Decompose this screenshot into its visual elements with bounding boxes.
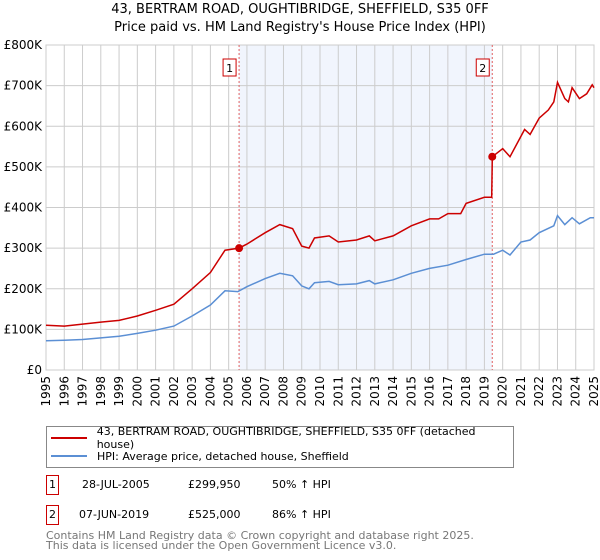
transaction-date: 07-JUN-2019: [79, 508, 150, 521]
x-tick-label: 2024: [569, 376, 583, 407]
transaction-hpi: 86% ↑ HPI: [272, 508, 331, 521]
x-tick-label: 2004: [203, 376, 217, 407]
x-tick-label: 2017: [441, 376, 455, 407]
legend-item-hpi: HPI: Average price, detached house, Shef…: [51, 448, 349, 464]
transaction-price: £525,000: [188, 508, 241, 521]
transaction-hpi: 50% ↑ HPI: [272, 478, 331, 491]
y-tick-label: £800K: [4, 38, 44, 52]
y-tick-label: £300K: [4, 241, 44, 255]
x-tick-label: 2020: [496, 376, 510, 407]
legend-label: HPI: Average price, detached house, Shef…: [97, 449, 349, 463]
chart-subtitle: Price paid vs. HM Land Registry's House …: [114, 20, 486, 35]
transaction-date: 28-JUL-2005: [82, 478, 150, 491]
x-tick-label: 1996: [57, 376, 71, 407]
x-tick-label: 2002: [167, 376, 181, 407]
footer-line: This data is licensed under the Open Gov…: [46, 539, 397, 552]
annotation-label: 2: [479, 62, 486, 75]
legend-label: 43, BERTRAM ROAD, OUGHTIBRIDGE, SHEFFIEL…: [96, 425, 476, 451]
x-tick-label: 2012: [350, 376, 364, 407]
hpi-line: [45, 214, 594, 342]
annotation-box: [222, 58, 237, 77]
x-tick-label: 2010: [313, 376, 327, 407]
x-tick-label: 2011: [331, 376, 345, 407]
x-tick-label: 2008: [276, 376, 290, 407]
y-tick-label: £200K: [4, 282, 44, 296]
x-tick-label: 2013: [368, 376, 382, 407]
x-tick-label: 2006: [240, 376, 254, 407]
x-tick-label: 2014: [386, 376, 400, 407]
y-tick-label: £0: [27, 363, 42, 377]
x-tick-label: 2003: [185, 376, 199, 407]
marker-badge: 2: [46, 505, 59, 525]
chart-title: 43, BERTRAM ROAD, OUGHTIBRIDGE, SHEFFIEL…: [111, 2, 489, 17]
legend-swatch-red: [51, 437, 87, 439]
x-tick-label: 2022: [532, 376, 546, 407]
annotation-box: [475, 58, 490, 77]
x-tick-label: 2016: [423, 376, 437, 407]
footer-line: Contains HM Land Registry data © Crown c…: [46, 529, 474, 542]
x-tick-label: 1999: [112, 376, 126, 407]
x-tick-label: 2025: [587, 376, 600, 407]
sale-point: [235, 244, 244, 253]
price-chart: 1995 1996 1997 1998 1999 2000 2001 2002 2003 2004…: [4, 38, 600, 407]
y-tick-label: £400K: [4, 201, 44, 215]
x-tick-label: 2018: [459, 376, 473, 407]
y-tick-label: £500K: [4, 160, 44, 174]
x-tick-label: 2005: [222, 376, 236, 407]
y-tick-label: £100K: [4, 322, 44, 336]
annotation-label: 1: [226, 62, 233, 75]
property-price-line: [45, 79, 595, 327]
legend: 43, BERTRAM ROAD, OUGHTIBRIDGE, SHEFFIEL…: [46, 425, 514, 468]
y-tick-label: £600K: [4, 119, 44, 133]
x-tick-label: 2015: [404, 376, 418, 407]
transaction-price: £299,950: [188, 478, 241, 491]
x-tick-label: 1995: [39, 376, 53, 407]
legend-swatch-blue: [51, 455, 87, 457]
legend-item-property: 43, BERTRAM ROAD, OUGHTIBRIDGE, SHEFFIEL…: [51, 425, 513, 451]
x-tick-label: 2019: [477, 376, 491, 407]
sale-point: [488, 152, 497, 161]
x-tick-label: 2001: [149, 376, 163, 407]
x-tick-label: 2000: [130, 376, 144, 407]
x-tick-label: 2009: [295, 376, 309, 407]
y-tick-label: £700K: [4, 79, 44, 93]
footer: Contains HM Land Registry data © Crown c…: [46, 529, 474, 552]
marker-badge: 1: [46, 475, 59, 495]
x-tick-label: 2007: [258, 376, 272, 407]
x-tick-label: 1998: [94, 376, 108, 407]
x-tick-label: 2021: [514, 376, 528, 407]
x-tick-label: 2023: [550, 376, 564, 407]
x-tick-label: 1997: [76, 376, 90, 407]
